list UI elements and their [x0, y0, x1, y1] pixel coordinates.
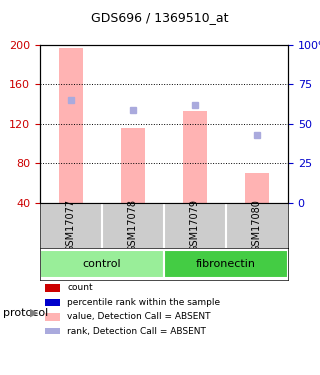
Text: count: count — [67, 283, 93, 292]
Bar — [45, 284, 60, 291]
Bar — [59, 48, 84, 203]
Bar — [183, 111, 207, 203]
Bar — [45, 328, 60, 335]
Bar — [244, 173, 269, 203]
FancyBboxPatch shape — [164, 250, 288, 278]
Bar — [45, 313, 60, 321]
Text: GSM17079: GSM17079 — [190, 199, 200, 252]
Text: GSM17077: GSM17077 — [66, 199, 76, 252]
Text: protocol: protocol — [3, 308, 48, 318]
Bar — [45, 298, 60, 306]
Text: GDS696 / 1369510_at: GDS696 / 1369510_at — [91, 11, 229, 24]
FancyBboxPatch shape — [40, 250, 164, 278]
Text: percentile rank within the sample: percentile rank within the sample — [67, 298, 220, 307]
Text: ▶: ▶ — [30, 308, 39, 318]
Text: GSM17080: GSM17080 — [252, 199, 262, 252]
Text: rank, Detection Call = ABSENT: rank, Detection Call = ABSENT — [67, 327, 206, 336]
Text: control: control — [83, 259, 121, 269]
Text: value, Detection Call = ABSENT: value, Detection Call = ABSENT — [67, 312, 211, 321]
Bar — [121, 128, 145, 203]
Text: GSM17078: GSM17078 — [128, 199, 138, 252]
Text: fibronectin: fibronectin — [196, 259, 256, 269]
